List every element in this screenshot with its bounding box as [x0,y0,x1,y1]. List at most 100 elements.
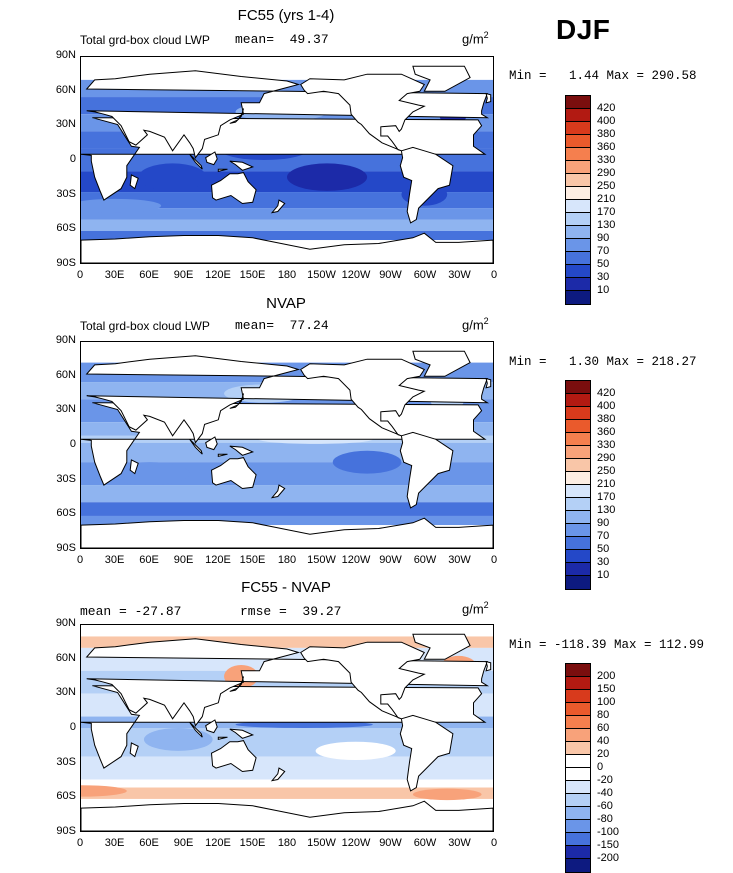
lon-tick-label: 30W [448,554,471,566]
lon-tick-label: 120W [341,554,371,566]
coastline [129,174,139,190]
colorbar-label: 210 [597,478,616,490]
panel-3-units: g/m2 [462,600,489,617]
colorbar-swatch [566,148,590,161]
lon-tick-label: 60W [413,837,437,849]
colorbar-label: 80 [597,709,610,721]
field-band [81,485,493,503]
field-band [81,787,493,799]
colorbar-swatch [566,537,590,550]
coastline [189,721,203,738]
lat-tick-label: 60S [56,790,76,803]
panel-2-units: g/m2 [462,316,489,333]
colorbar-label: 330 [597,439,616,451]
colorbar-label: 380 [597,413,616,425]
lon-tick-label: 0 [76,554,84,566]
colorbar-swatch [566,781,590,794]
colorbar-label: 50 [597,258,610,270]
field-anomaly [109,462,190,486]
coastline [229,676,244,692]
lat-tick-label: 90N [55,334,76,346]
colorbar-swatch [566,291,590,304]
colorbar-swatch [566,820,590,833]
lon-tick-label: 150W [307,554,336,566]
coastline [210,457,257,490]
lon-tick-label: 0 [490,554,498,566]
lon-tick-label: 120W [341,269,371,281]
coastline [81,800,493,831]
lon-tick-label: 60W [413,269,437,281]
lon-tick-label: 90W [379,269,402,281]
lon-tick-label: 90E [173,837,194,849]
colorbar-label: 330 [597,154,616,166]
colorbar-label: 290 [597,452,616,464]
lon-tick-label: 0 [76,269,84,281]
lon-tick-label: 150E [239,554,266,566]
lon-tick-label: 0 [76,837,84,849]
map-field-svg [81,342,493,548]
lon-tick-label: 30E [104,837,125,849]
lat-tick-label: 60N [55,651,76,664]
colorbar-swatch [566,96,590,109]
panel-1-map [80,56,494,264]
colorbar-label: 30 [597,271,610,283]
colorbar-label: 360 [597,141,616,153]
colorbar-swatch [566,174,590,187]
colorbar-swatch [566,716,590,729]
colorbar-swatch [566,252,590,265]
colorbar-swatch [566,563,590,576]
coastline [270,484,286,499]
field-band [81,192,493,209]
panel-2-title: NVAP [266,295,306,312]
lon-tick-label: 150E [239,269,266,281]
panel-2-mean: mean= 77.24 [235,318,329,333]
panel-2-colorbar: 420 400 380 360 330 290 250 210 170 130 90 70 50 30 10 [565,380,615,590]
continents [81,65,493,263]
colorbar-label: 250 [597,465,616,477]
colorbar-label: 290 [597,167,616,179]
coastline [399,714,454,792]
lon-tick-label: 90E [173,269,194,281]
panel-1-units: g/m2 [462,30,489,47]
colorbar-swatches [565,663,591,873]
colorbar-swatch [566,498,590,511]
lon-tick-label: 120E [205,554,231,566]
colorbar-swatch [566,135,590,148]
colorbar-label: -40 [597,787,613,799]
colorbar-label: 130 [597,504,616,516]
coastline [300,73,426,152]
colorbar-label: -200 [597,852,620,864]
coastline [210,172,257,205]
panel-3-rmse: rmse = 39.27 [240,604,342,619]
colorbar-label: 210 [597,193,616,205]
colorbar-swatch [566,200,590,213]
lon-tick-label: 90W [379,837,402,849]
coastline [205,151,218,166]
colorbar-swatch [566,407,590,420]
coastline [217,736,228,741]
coastline [300,641,426,720]
colorbar-swatch [566,420,590,433]
colorbar-swatch [566,226,590,239]
colorbar-label: 420 [597,387,616,399]
coastline [81,517,493,548]
lat-tick-label: 0 [69,721,76,733]
colorbar-label: 250 [597,180,616,192]
lon-tick-label: 120E [205,269,231,281]
colorbar-swatch [566,833,590,846]
colorbar-label: 10 [597,284,610,296]
colorbar-swatch [566,859,590,872]
colorbar-label: 70 [597,245,610,257]
colorbar-label: -100 [597,826,620,838]
colorbar-label: -150 [597,839,620,851]
colorbar-swatch [566,187,590,200]
lat-tick-label: 30S [56,755,76,768]
colorbar-swatch [566,394,590,407]
colorbar-swatch [566,472,590,485]
coastline [217,453,228,458]
coastline [229,108,244,124]
coastline [485,377,492,389]
coastline [412,633,471,660]
colorbar-swatch [566,807,590,820]
panel-1-title: FC55 (yrs 1-4) [237,7,335,24]
